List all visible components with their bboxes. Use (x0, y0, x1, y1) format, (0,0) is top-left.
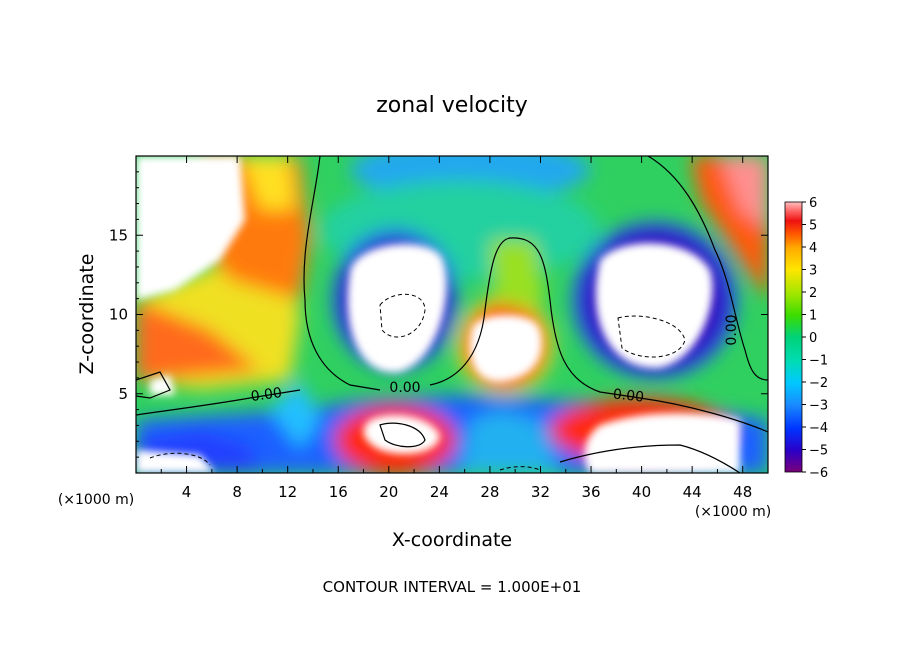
y-axis-label: Z-coordinate (76, 254, 98, 375)
y-axis: 5 10 15 (109, 171, 768, 458)
x-tick-label: 24 (430, 483, 449, 501)
colorbar-label: −1 (809, 354, 828, 369)
x-unit-note: (×1000 m) (695, 504, 771, 520)
contour-labels: 0.00 0.00 0.00 0.00 (250, 314, 740, 405)
contour-lines (136, 156, 768, 473)
contour-low-left (379, 422, 426, 448)
x-tick-label: 32 (531, 483, 550, 501)
colorbar-label: −6 (809, 466, 828, 481)
y-unit-note: (×1000 m) (58, 492, 134, 508)
contour-label: 0.00 (612, 386, 645, 405)
x-tick-label: 36 (581, 483, 600, 501)
x-tick-label: 28 (480, 483, 499, 501)
x-tick-label: 48 (733, 483, 752, 501)
contour-label: 0.00 (724, 314, 740, 345)
colorbar-label: −2 (809, 376, 828, 391)
chart-title: zonal velocity (376, 93, 528, 118)
x-tick-label: 4 (182, 483, 192, 501)
x-tick-label: 8 (232, 483, 242, 501)
y-tick-label: 10 (109, 306, 128, 324)
contour-zero-right (647, 156, 768, 381)
colorbar-label: 2 (809, 286, 817, 301)
contour-low-right (559, 444, 741, 473)
contour-zero-center (429, 237, 768, 433)
colorbar-label: 0 (809, 331, 817, 346)
colorbar-labels: 6 5 4 3 2 1 0 −1 −2 −3 −4 −5 −6 (802, 196, 828, 481)
colorbar-label: 3 (809, 264, 817, 279)
contour-zero-low (136, 389, 301, 416)
colorbar-label: 5 (809, 219, 817, 234)
colorbar: 6 5 4 3 2 1 0 −1 −2 −3 −4 −5 −6 (784, 196, 828, 481)
y-tick-label: 5 (118, 385, 128, 403)
contour-zero-edge (136, 371, 171, 399)
dashed-contours (149, 293, 686, 471)
colorbar-label: −3 (809, 399, 828, 414)
contour-interval-note: CONTOUR INTERVAL = 1.000E+01 (323, 578, 582, 596)
x-tick-label: 12 (278, 483, 297, 501)
x-axis: 4 8 12 16 20 24 28 32 36 40 44 48 (160, 156, 752, 501)
heatmap-field (136, 156, 768, 473)
colorbar-label: 1 (809, 309, 817, 324)
x-axis-label: X-coordinate (392, 529, 512, 551)
x-tick-label: 40 (632, 483, 651, 501)
colorbar-label: 4 (809, 241, 817, 256)
x-tick-label: 44 (683, 483, 702, 501)
contour-label: 0.00 (389, 380, 420, 396)
colorbar-label: −4 (809, 421, 828, 436)
y-tick-label: 15 (109, 226, 128, 244)
colorbar-gradient (784, 201, 803, 473)
x-tick-label: 16 (329, 483, 348, 501)
contour-zero-left (303, 156, 381, 391)
x-tick-label: 20 (379, 483, 398, 501)
contour-label: 0.00 (250, 385, 283, 405)
colorbar-label: 6 (809, 196, 817, 211)
colorbar-label: −5 (809, 444, 828, 459)
